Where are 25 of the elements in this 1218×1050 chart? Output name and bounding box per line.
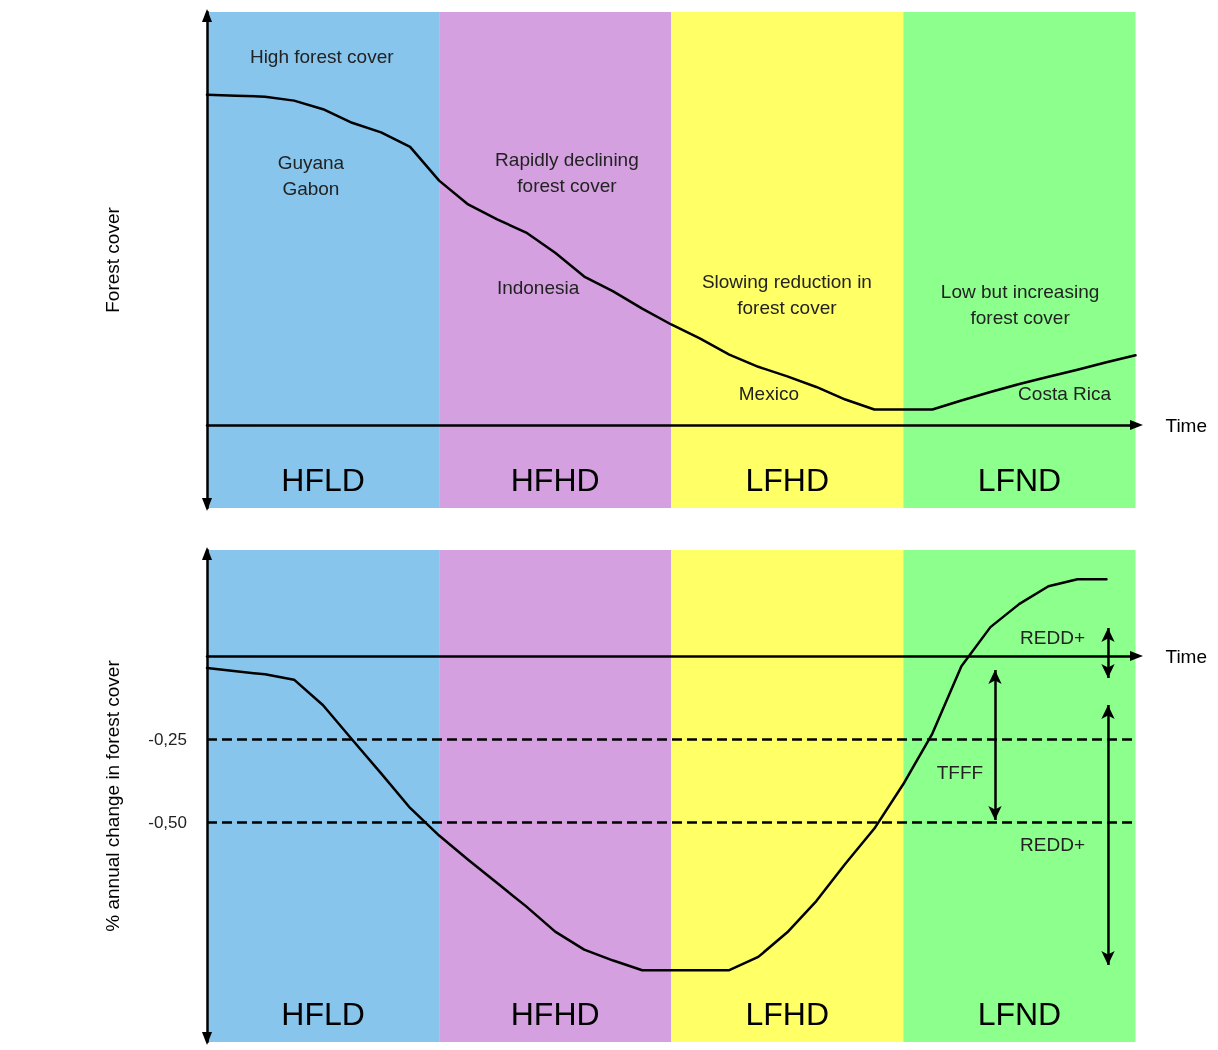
annotation: LFND [977, 996, 1062, 1032]
annotation: Slowing reduction in forest cover [701, 270, 872, 318]
y-tick-label: -0,25 [148, 729, 187, 749]
annotation: REDD+ [1020, 833, 1086, 855]
y-axis-title: % annual change in forest cover [102, 659, 123, 932]
text: HFHD [510, 462, 600, 498]
annotation: Mexico [738, 383, 799, 405]
x-axis-title: Time [1165, 645, 1208, 667]
y-tick-label: -0,50 [148, 813, 187, 833]
x-axis-title: Time [1165, 414, 1208, 436]
text: LFHD [745, 462, 830, 498]
annotation: LFHD [745, 996, 830, 1032]
text: LFND [977, 462, 1062, 498]
annotation: Guyana Gabon [277, 152, 345, 200]
annotation: HFHD [510, 996, 600, 1032]
annotation: TFFF [936, 762, 984, 784]
annotation: Low but increasing forest cover [940, 281, 1100, 329]
annotation: Indonesia [496, 277, 580, 299]
annotation: REDD+ [1020, 626, 1086, 648]
text: HFLD [281, 462, 365, 498]
text: High forest cover [249, 46, 395, 68]
annotation: HFLD [281, 996, 365, 1032]
annotation: Rapidly declining forest cover [495, 149, 639, 197]
y-axis-title: Forest cover [102, 206, 123, 313]
annotation: Costa Rica [1018, 383, 1112, 405]
